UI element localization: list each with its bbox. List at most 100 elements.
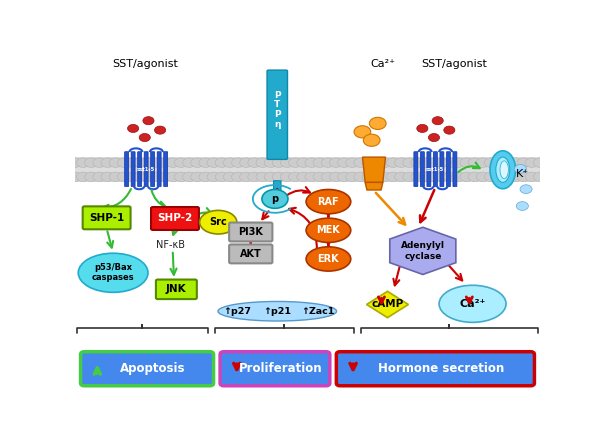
- Circle shape: [128, 124, 139, 132]
- Circle shape: [134, 172, 147, 182]
- Text: Ca²⁺: Ca²⁺: [460, 299, 486, 309]
- Circle shape: [313, 158, 326, 167]
- Circle shape: [289, 158, 302, 167]
- FancyBboxPatch shape: [83, 206, 131, 229]
- Polygon shape: [365, 182, 383, 190]
- Circle shape: [166, 158, 179, 167]
- Circle shape: [452, 172, 465, 182]
- Circle shape: [175, 172, 188, 182]
- Ellipse shape: [218, 301, 337, 321]
- Ellipse shape: [500, 161, 508, 179]
- Circle shape: [484, 172, 497, 182]
- Circle shape: [516, 201, 529, 210]
- Text: Adenylyl
cyclase: Adenylyl cyclase: [401, 241, 445, 261]
- Circle shape: [338, 158, 351, 167]
- Circle shape: [432, 117, 443, 125]
- Circle shape: [85, 172, 98, 182]
- Circle shape: [460, 172, 473, 182]
- Circle shape: [262, 190, 288, 208]
- FancyBboxPatch shape: [131, 152, 135, 187]
- Circle shape: [109, 172, 122, 182]
- Circle shape: [182, 158, 196, 167]
- Circle shape: [93, 172, 106, 182]
- Circle shape: [403, 172, 416, 182]
- Circle shape: [175, 158, 188, 167]
- Circle shape: [223, 158, 236, 167]
- Circle shape: [297, 158, 310, 167]
- Text: SST/agonist: SST/agonist: [421, 60, 487, 69]
- Circle shape: [346, 158, 359, 167]
- FancyBboxPatch shape: [421, 152, 424, 187]
- FancyBboxPatch shape: [156, 279, 197, 299]
- Circle shape: [77, 158, 90, 167]
- Circle shape: [134, 158, 147, 167]
- Circle shape: [427, 158, 440, 167]
- Circle shape: [493, 158, 506, 167]
- Circle shape: [525, 172, 538, 182]
- Circle shape: [460, 158, 473, 167]
- Circle shape: [411, 172, 424, 182]
- FancyBboxPatch shape: [433, 152, 437, 187]
- Circle shape: [305, 158, 318, 167]
- Circle shape: [520, 185, 532, 194]
- Circle shape: [207, 172, 220, 182]
- Circle shape: [142, 172, 155, 182]
- FancyBboxPatch shape: [267, 70, 287, 159]
- FancyBboxPatch shape: [144, 152, 148, 187]
- FancyBboxPatch shape: [440, 152, 444, 187]
- Circle shape: [370, 172, 383, 182]
- Polygon shape: [362, 157, 385, 182]
- Circle shape: [85, 158, 98, 167]
- Circle shape: [150, 172, 163, 182]
- Ellipse shape: [78, 253, 148, 292]
- Circle shape: [509, 158, 522, 167]
- Ellipse shape: [439, 285, 506, 322]
- FancyBboxPatch shape: [337, 352, 535, 386]
- Text: ↑p21: ↑p21: [263, 307, 291, 316]
- FancyBboxPatch shape: [157, 152, 161, 187]
- Ellipse shape: [200, 210, 237, 234]
- Circle shape: [191, 158, 204, 167]
- Circle shape: [297, 172, 310, 182]
- Circle shape: [93, 158, 106, 167]
- Circle shape: [386, 158, 400, 167]
- Circle shape: [125, 172, 139, 182]
- Ellipse shape: [306, 247, 351, 271]
- FancyBboxPatch shape: [274, 181, 281, 192]
- FancyBboxPatch shape: [151, 207, 199, 230]
- Circle shape: [354, 172, 367, 182]
- Circle shape: [142, 158, 155, 167]
- Text: Src: Src: [209, 217, 227, 227]
- Circle shape: [395, 172, 408, 182]
- FancyBboxPatch shape: [453, 152, 457, 187]
- Circle shape: [321, 158, 335, 167]
- Circle shape: [436, 158, 449, 167]
- Circle shape: [68, 158, 82, 167]
- Circle shape: [264, 158, 277, 167]
- Text: SHP-1: SHP-1: [89, 213, 124, 223]
- Circle shape: [436, 172, 449, 182]
- Text: SST/agonist: SST/agonist: [112, 60, 178, 69]
- Circle shape: [207, 158, 220, 167]
- FancyBboxPatch shape: [220, 352, 330, 386]
- Circle shape: [199, 172, 212, 182]
- Text: p53/Bax
caspases: p53/Bax caspases: [92, 263, 134, 283]
- Circle shape: [370, 158, 383, 167]
- Circle shape: [354, 158, 367, 167]
- Circle shape: [182, 172, 196, 182]
- Ellipse shape: [306, 218, 351, 243]
- Circle shape: [272, 172, 286, 182]
- Circle shape: [272, 158, 286, 167]
- Circle shape: [370, 117, 386, 130]
- Circle shape: [443, 158, 457, 167]
- Circle shape: [321, 172, 335, 182]
- Circle shape: [232, 158, 245, 167]
- Circle shape: [199, 158, 212, 167]
- Ellipse shape: [490, 151, 515, 189]
- Text: NF-κB: NF-κB: [156, 240, 185, 250]
- FancyBboxPatch shape: [164, 152, 167, 187]
- Circle shape: [215, 158, 229, 167]
- Circle shape: [501, 172, 514, 182]
- Text: sst1-5: sst1-5: [137, 167, 155, 172]
- Circle shape: [256, 172, 269, 182]
